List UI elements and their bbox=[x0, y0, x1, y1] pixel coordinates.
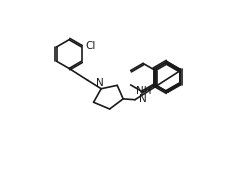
Text: N: N bbox=[139, 94, 147, 104]
Text: Cl: Cl bbox=[86, 41, 96, 51]
Text: NH: NH bbox=[136, 86, 151, 96]
Text: N: N bbox=[96, 78, 104, 88]
